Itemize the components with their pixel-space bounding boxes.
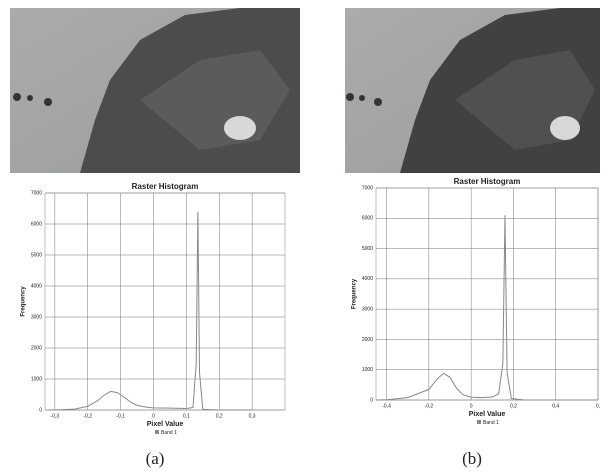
- caption: (b): [462, 449, 482, 468]
- x-tick-label: 0,4: [552, 403, 559, 409]
- y-tick-label: 4000: [31, 283, 42, 289]
- x-tick-label: -0,4: [382, 403, 391, 409]
- plot-area: [375, 187, 599, 401]
- x-tick-label: -0,3: [51, 413, 60, 419]
- y-tick-label: 2000: [362, 337, 373, 343]
- y-axis-label: Frequency: [352, 278, 358, 309]
- y-tick-label: 3000: [31, 314, 42, 320]
- x-axis-label: Pixel Value: [147, 421, 184, 428]
- y-tick-label: 4000: [362, 276, 373, 282]
- legend-swatch: [477, 420, 481, 424]
- plot-area: [44, 192, 286, 411]
- y-tick-label: 2000: [31, 345, 42, 351]
- x-tick-label: -0,1: [116, 413, 125, 419]
- legend-label: Band 1: [483, 420, 499, 426]
- x-axis-label: Pixel Value: [469, 411, 506, 418]
- histogram-line: [375, 215, 598, 401]
- y-tick-label: 1000: [362, 367, 373, 373]
- y-tick-label: 7000: [31, 190, 42, 196]
- y-tick-label: 5000: [31, 252, 42, 258]
- y-tick-label: 6000: [362, 216, 373, 222]
- legend-label: Band 1: [161, 430, 177, 436]
- x-tick-label: -0,2: [83, 413, 92, 419]
- x-tick-label: 0,2: [510, 403, 517, 409]
- satellite-image-b: [345, 8, 600, 173]
- histogram-line: [48, 211, 253, 411]
- x-tick-label: 0,1: [183, 413, 190, 419]
- legend-swatch: [155, 430, 159, 434]
- x-tick-label: 0,2: [216, 413, 223, 419]
- x-tick-label: 0,3: [249, 413, 256, 419]
- y-tick-label: 0: [370, 397, 373, 403]
- caption: (a): [146, 449, 165, 468]
- y-tick-label: 1000: [31, 376, 42, 382]
- y-tick-label: 0: [39, 407, 42, 413]
- chart-title: Raster Histogram: [454, 177, 521, 186]
- x-tick-label: 0: [152, 413, 155, 419]
- satellite-image-a: [10, 8, 300, 173]
- x-tick-label: 0: [470, 403, 473, 409]
- y-tick-label: 5000: [362, 246, 373, 252]
- y-axis-label: Frequency: [21, 286, 27, 317]
- y-tick-label: 6000: [31, 221, 42, 227]
- x-tick-label: -0,2: [425, 403, 434, 409]
- x-tick-label: 0,: [596, 403, 600, 409]
- y-tick-label: 3000: [362, 306, 373, 312]
- y-tick-label: 7000: [362, 185, 373, 191]
- chart-title: Raster Histogram: [132, 182, 199, 191]
